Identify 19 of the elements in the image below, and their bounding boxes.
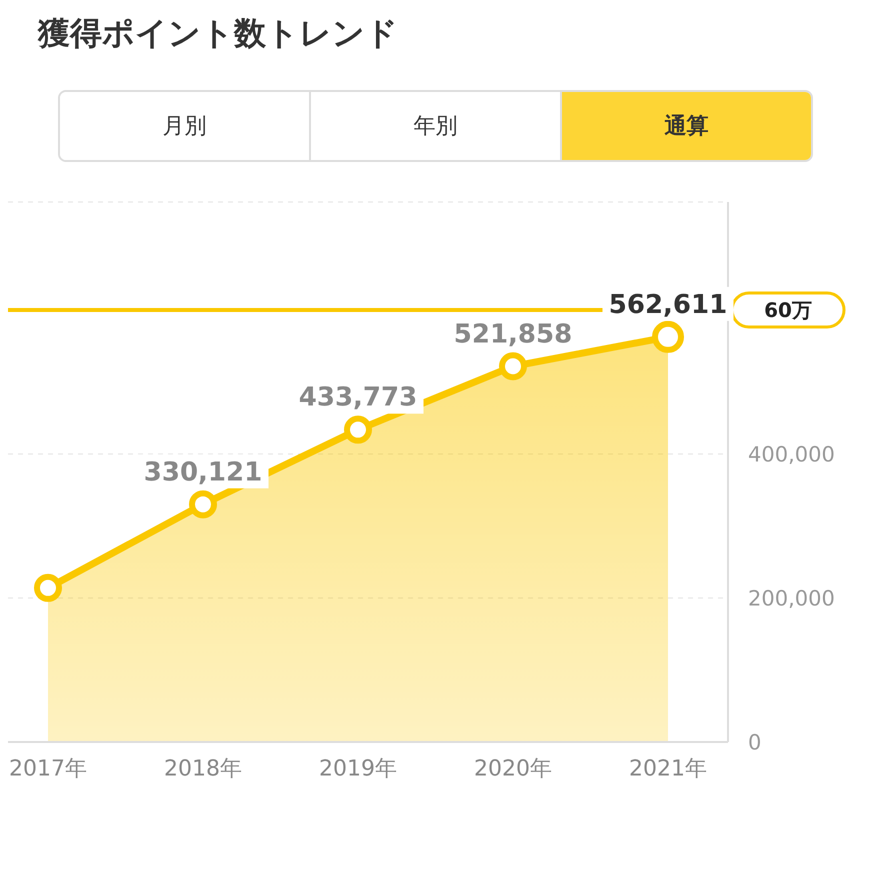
data-label: 521,858 [454,319,572,350]
x-tick-label: 2019年 [319,756,397,782]
point [344,416,372,444]
ref-line-label: 60万 [764,298,812,322]
chart-title: 獲得ポイント数トレンド [38,13,399,54]
data-label: 330,121 [144,457,262,488]
point [34,574,62,602]
segmented-control: 月別 年別 通算 [58,90,813,162]
point [189,490,217,518]
data-label: 433,773 [298,382,418,413]
y-tick-label: 200,000 [748,586,835,610]
x-tick-label: 2020年 [474,756,552,782]
y-tick-label: 0 [748,730,762,754]
data-label: 562,611 [608,290,728,320]
y-tick-label: 400,000 [748,442,835,466]
point [499,352,527,380]
x-tick-label: 2017年 [9,756,87,782]
x-tick-label: 2018年 [164,756,242,782]
x-tick-label: 2021年 [629,756,707,782]
